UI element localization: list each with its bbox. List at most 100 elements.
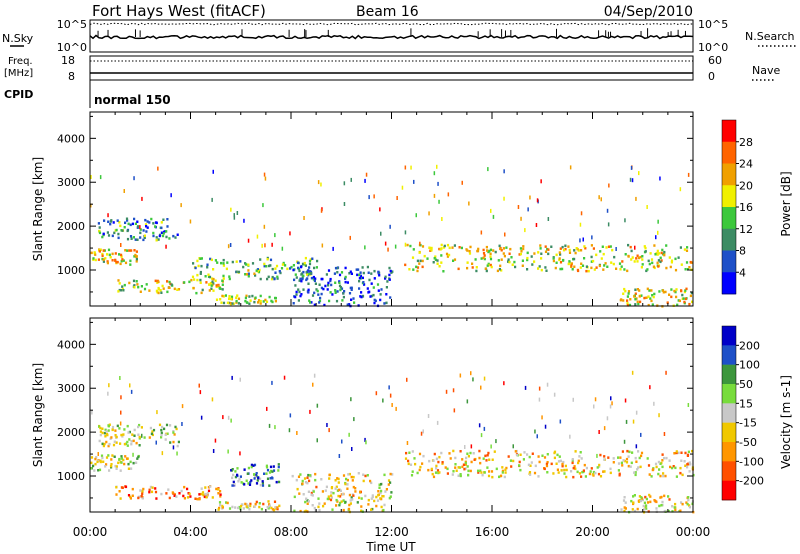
scatter-cell <box>297 266 300 270</box>
scatter-cell <box>306 502 309 505</box>
scatter-cell <box>271 275 274 279</box>
scatter-cell <box>230 295 234 299</box>
scatter-cell <box>92 464 95 468</box>
scatter-cell <box>222 258 225 262</box>
scatter-cell <box>343 181 346 186</box>
scatter-cell <box>418 262 421 265</box>
scatter-cell <box>389 296 392 299</box>
scatter-cell <box>529 464 532 467</box>
scatter-cell <box>228 295 231 298</box>
scatter-cell <box>416 269 419 273</box>
scatter-cell <box>152 231 155 235</box>
scatter-cell <box>627 254 630 258</box>
scatter-cell <box>199 257 202 260</box>
scatter-cell <box>651 294 654 297</box>
scatter-cell <box>488 470 491 473</box>
scatter-cell <box>346 487 349 490</box>
scatter-cell <box>434 255 437 258</box>
scatter-cell <box>252 464 255 467</box>
scatter-cell <box>111 425 115 429</box>
scatter-cell <box>595 253 598 257</box>
scatter-cell <box>428 459 431 463</box>
scatter-cell <box>289 267 292 270</box>
scatter-cell <box>620 265 623 268</box>
scatter-cell <box>243 468 246 471</box>
scatter-cell <box>149 485 152 489</box>
scatter-cell <box>685 261 689 264</box>
scatter-cell <box>126 424 129 428</box>
scatter-cell <box>243 218 245 223</box>
scatter-cell <box>328 299 331 303</box>
scatter-cell <box>117 232 120 236</box>
scatter-cell <box>265 472 268 475</box>
scatter-cell <box>338 273 342 277</box>
scatter-cell <box>626 449 629 453</box>
scatter-cell <box>130 467 133 470</box>
scatter-cell <box>127 431 130 434</box>
scatter-cell <box>373 269 376 273</box>
scatter-cell <box>438 471 441 474</box>
scatter-cell <box>329 498 333 502</box>
scatter-cell <box>373 194 375 199</box>
scatter-cell <box>485 459 488 462</box>
scatter-cell <box>434 471 438 474</box>
scatter-cell <box>618 474 621 477</box>
scatter-cell <box>274 296 277 300</box>
scatter-cell <box>271 267 274 271</box>
scatter-cell <box>276 507 279 511</box>
scatter-cell <box>574 467 577 471</box>
scatter-cell <box>663 456 666 460</box>
scatter-cell <box>339 501 342 505</box>
scatter-cell <box>389 472 392 476</box>
scatter-cell <box>374 299 377 303</box>
scatter-cell <box>344 280 347 284</box>
scatter-cell <box>390 491 393 494</box>
scatter-cell <box>308 266 311 269</box>
scatter-cell <box>136 220 139 223</box>
scatter-cell <box>558 455 561 458</box>
scatter-cell <box>119 469 122 472</box>
scatter-cell <box>348 292 352 295</box>
scatter-cell <box>647 464 651 467</box>
scatter-cell <box>522 458 525 461</box>
scatter-cell <box>289 413 292 418</box>
scatter-cell <box>263 224 266 229</box>
scatter-cell <box>117 461 120 465</box>
scatter-cell <box>352 494 355 497</box>
scatter-cell <box>603 455 606 458</box>
scatter-cell <box>269 477 272 480</box>
scatter-cell <box>295 290 298 294</box>
scatter-cell <box>306 476 309 479</box>
scatter-cell <box>137 455 140 459</box>
scatter-cell <box>118 288 121 292</box>
scatter-cell <box>367 271 370 274</box>
scatter-cell <box>514 450 517 453</box>
scatter-cell <box>457 466 460 469</box>
scatter-cell <box>561 245 564 249</box>
scatter-cell <box>236 473 239 477</box>
scatter-cell <box>109 256 112 259</box>
scatter-cell <box>142 238 145 242</box>
scatter-cell <box>679 466 682 470</box>
scatter-cell <box>650 289 653 292</box>
scatter-cell <box>491 458 494 461</box>
scatter-cell <box>201 491 205 494</box>
scatter-cell <box>384 277 387 280</box>
scatter-cell <box>687 462 690 465</box>
scatter-cell <box>585 466 588 470</box>
scatter-cell <box>137 425 140 429</box>
scatter-cell <box>266 477 270 480</box>
scatter-cell <box>478 449 481 453</box>
scatter-cell <box>342 474 346 477</box>
scatter-cell <box>578 455 581 458</box>
scatter-cell <box>349 499 352 502</box>
scatter-cell <box>657 472 660 476</box>
scatter-cell <box>395 406 397 411</box>
scatter-cell <box>232 302 235 305</box>
scatter-cell <box>671 510 674 513</box>
scatter-cell <box>580 211 583 216</box>
scatter-cell <box>297 475 301 478</box>
scatter-cell <box>264 243 266 248</box>
scatter-cell <box>582 237 584 242</box>
scatter-cell <box>490 208 492 213</box>
